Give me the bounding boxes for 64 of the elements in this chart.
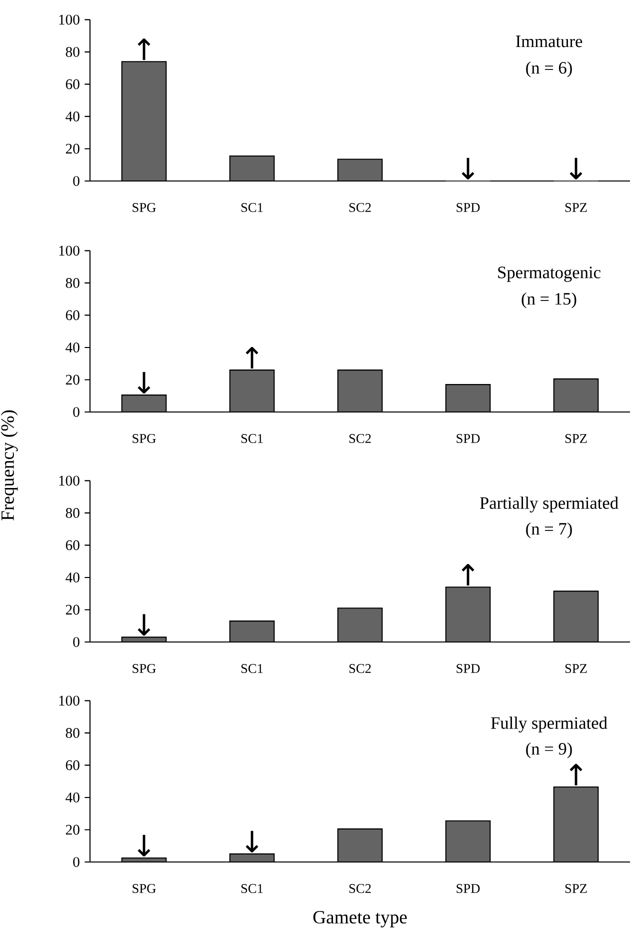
- y-tick-label: 0: [73, 176, 80, 186]
- x-tick-label: SPG: [132, 884, 156, 894]
- y-tick-label: 40: [66, 792, 80, 802]
- x-tick-label: SPZ: [565, 884, 587, 894]
- y-tick-label: 0: [73, 407, 80, 417]
- annotation: ↓: [246, 830, 258, 852]
- text: Spermatogenic: [498, 266, 600, 282]
- y-tick-label: 0: [73, 857, 80, 867]
- y-tick-label: 100: [59, 696, 80, 706]
- x-axis-title: Gamete type: [313, 910, 407, 928]
- y-tick-label: 20: [66, 374, 80, 385]
- y-tick-label: 40: [66, 112, 80, 122]
- x-tick-label: SPD: [456, 203, 480, 212]
- y-tick-label: 80: [66, 728, 80, 738]
- y-tick-label: 40: [66, 572, 80, 582]
- x-tick-label: SC1: [241, 884, 263, 894]
- x-tick-label: SC2: [349, 664, 371, 674]
- text: Immature: [516, 36, 582, 48]
- y-tick-label: 80: [66, 508, 80, 518]
- y-tick-label: 20: [66, 824, 80, 835]
- annotation: ↑: [138, 38, 150, 60]
- x-tick-label: SPZ: [565, 664, 587, 674]
- annotation: ↓: [570, 158, 582, 180]
- x-tick-label: SC2: [349, 884, 371, 894]
- x-tick-label: SC1: [241, 664, 263, 674]
- y-axis-title: Frequency (%): [0, 410, 18, 520]
- y-tick-label: 80: [66, 46, 80, 57]
- x-tick-label: SPD: [456, 664, 480, 674]
- y-tick-label: 60: [66, 310, 80, 320]
- text: Partially spermiated: [480, 496, 618, 512]
- y-tick-label: 60: [66, 79, 80, 90]
- annotation: ↓: [138, 614, 150, 636]
- x-tick-label: SC2: [349, 203, 371, 212]
- text: (n = 7): [526, 522, 572, 538]
- y-tick-label: 100: [59, 476, 80, 486]
- annotation: ↑: [462, 564, 474, 586]
- annotation: ↑: [570, 764, 582, 786]
- y-tick-label: 60: [66, 540, 80, 550]
- x-tick-label: SC2: [349, 434, 371, 444]
- text: Fully spermiated: [491, 716, 608, 732]
- x-tick-label: SC1: [241, 203, 263, 212]
- y-tick-label: 40: [66, 342, 80, 352]
- x-tick-label: SC1: [241, 434, 263, 444]
- y-tick-label: 0: [73, 637, 80, 647]
- y-tick-label: 20: [66, 144, 80, 154]
- x-tick-label: SPZ: [565, 203, 587, 212]
- text: (n = 15): [522, 292, 576, 308]
- y-tick-label: 100: [59, 14, 80, 25]
- y-tick-label: 60: [66, 760, 80, 770]
- x-tick-label: SPG: [132, 434, 156, 444]
- annotation: ↑: [246, 346, 258, 368]
- x-tick-label: SPD: [456, 884, 480, 894]
- annotation: ↓: [138, 372, 150, 394]
- x-tick-label: SPG: [132, 664, 156, 674]
- x-tick-label: SPD: [456, 434, 480, 444]
- y-tick-label: 80: [66, 278, 80, 288]
- annotation: ↓: [138, 834, 150, 856]
- text: (n = 9): [526, 742, 572, 758]
- x-tick-label: SPG: [132, 203, 156, 212]
- text: (n = 6): [526, 61, 572, 78]
- y-tick-label: 20: [66, 604, 80, 615]
- x-tick-label: SPZ: [565, 434, 587, 444]
- y-tick-label: 100: [59, 246, 80, 256]
- annotation: ↓: [462, 158, 474, 180]
